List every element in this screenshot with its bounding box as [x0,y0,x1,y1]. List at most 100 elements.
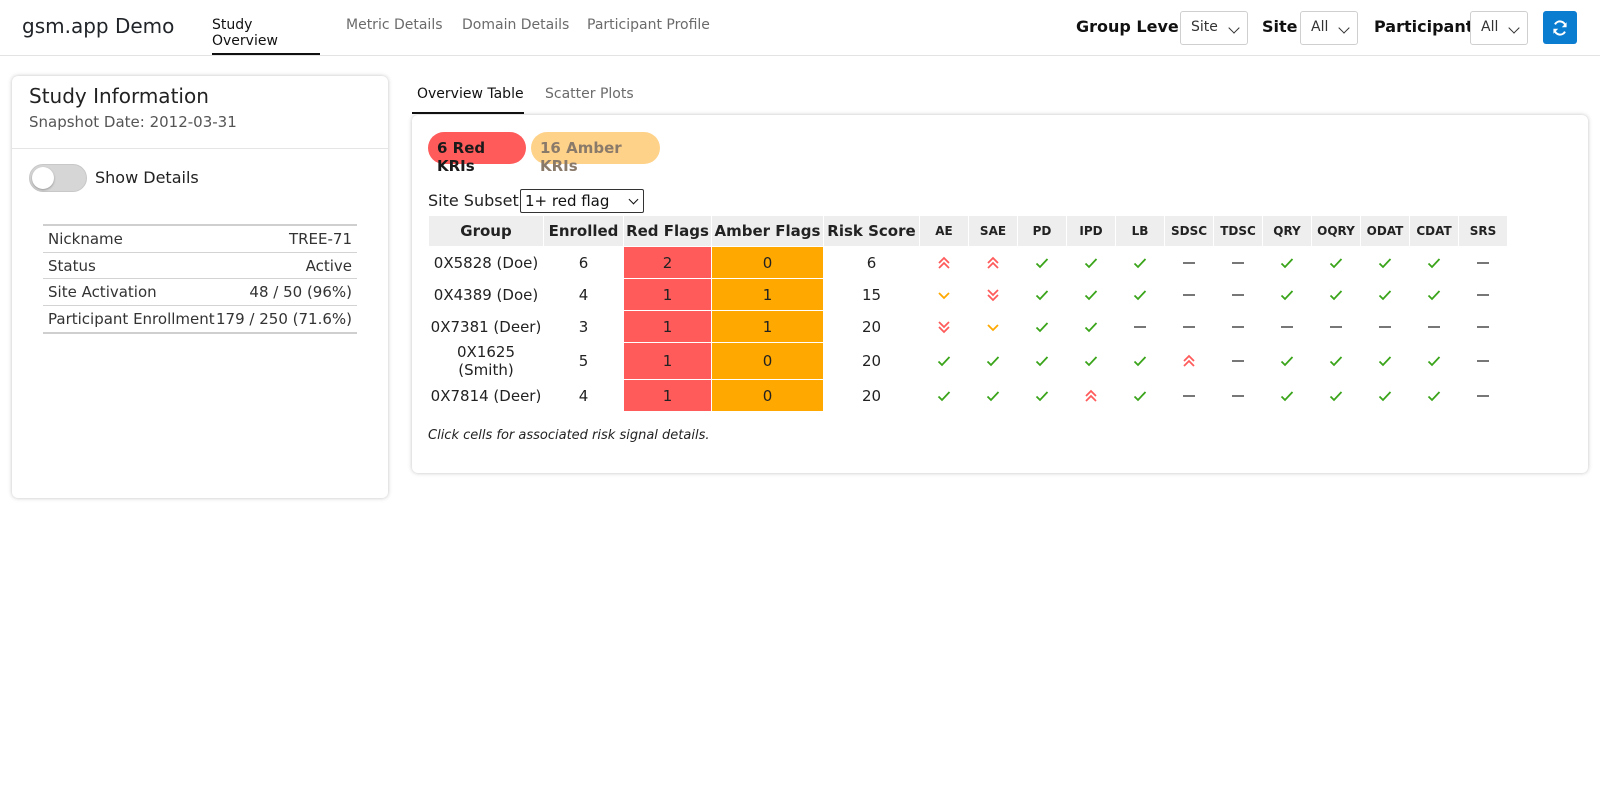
metric-cell[interactable] [1263,279,1311,310]
metric-cell[interactable] [920,311,968,342]
risk-score-cell[interactable]: 20 [861,386,882,405]
metric-cell[interactable] [1116,380,1164,411]
tab-overview-table[interactable]: Overview Table [412,86,524,114]
metric-cell[interactable] [969,380,1017,411]
site-subset-select[interactable]: 1+ red flag [520,189,644,213]
risk-score-cell[interactable]: 6 [866,253,877,272]
participant-select[interactable]: All [1470,11,1528,45]
metric-cell[interactable] [969,247,1017,278]
metric-cell[interactable] [969,343,1017,379]
enrolled-cell[interactable]: 6 [578,253,589,272]
metric-cell[interactable] [1165,311,1213,342]
metric-cell[interactable] [1263,247,1311,278]
col-header-metric[interactable]: OQRY [1312,216,1360,246]
metric-cell[interactable] [920,380,968,411]
metric-cell[interactable] [1459,247,1507,278]
metric-cell[interactable] [1361,380,1409,411]
metric-cell[interactable] [1361,343,1409,379]
metric-cell[interactable] [1312,380,1360,411]
metric-cell[interactable] [1410,343,1458,379]
metric-cell[interactable] [1018,343,1066,379]
metric-cell[interactable] [1459,311,1507,342]
col-header-risk-score[interactable]: Risk Score [824,216,919,246]
app-brand[interactable]: gsm.app Demo [22,14,175,38]
metric-cell[interactable] [1410,311,1458,342]
refresh-button[interactable] [1543,11,1577,44]
tab-metric-details[interactable]: Metric Details [346,17,443,33]
col-header-metric[interactable]: PD [1018,216,1066,246]
red-flags-cell[interactable]: 2 [624,247,711,278]
metric-cell[interactable] [920,247,968,278]
metric-cell[interactable] [1361,247,1409,278]
metric-cell[interactable] [1067,380,1115,411]
col-header-metric[interactable]: CDAT [1410,216,1458,246]
show-details-toggle[interactable] [29,164,87,192]
metric-cell[interactable] [1165,247,1213,278]
metric-cell[interactable] [1018,279,1066,310]
metric-cell[interactable] [1018,380,1066,411]
metric-cell[interactable] [1459,380,1507,411]
col-header-enrolled[interactable]: Enrolled [544,216,623,246]
col-header-metric[interactable]: LB [1116,216,1164,246]
col-header-metric[interactable]: SAE [969,216,1017,246]
metric-cell[interactable] [1459,343,1507,379]
col-header-metric[interactable]: IPD [1067,216,1115,246]
amber-flags-cell[interactable]: 0 [712,343,823,379]
metric-cell[interactable] [1312,247,1360,278]
metric-cell[interactable] [1067,247,1115,278]
col-header-metric[interactable]: SDSC [1165,216,1213,246]
red-flags-cell[interactable]: 1 [624,279,711,310]
metric-cell[interactable] [1312,343,1360,379]
risk-score-cell[interactable]: 15 [861,285,882,304]
amber-flags-cell[interactable]: 1 [712,311,823,342]
col-header-group[interactable]: Group [429,216,543,246]
metric-cell[interactable] [1312,279,1360,310]
amber-flags-cell[interactable]: 1 [712,279,823,310]
metric-cell[interactable] [1312,311,1360,342]
metric-cell[interactable] [1067,279,1115,310]
tab-scatter-plots[interactable]: Scatter Plots [545,86,634,102]
group-cell[interactable]: 0X7814 (Deer) [430,386,542,405]
metric-cell[interactable] [1116,247,1164,278]
tab-study-overview[interactable]: Study Overview [212,17,320,55]
metric-cell[interactable] [1116,279,1164,310]
metric-cell[interactable] [1410,247,1458,278]
group-cell[interactable]: 0X5828 (Doe) [433,253,539,272]
group-cell[interactable]: 0X7381 (Deer) [430,317,542,336]
group-cell[interactable]: 0X1625 (Smith) [457,343,515,379]
metric-cell[interactable] [1018,247,1066,278]
metric-cell[interactable] [1410,380,1458,411]
metric-cell[interactable] [1067,311,1115,342]
metric-cell[interactable] [1214,380,1262,411]
col-header-metric[interactable]: QRY [1263,216,1311,246]
amber-kri-badge[interactable]: 16 Amber KRIs [531,132,660,175]
col-header-metric[interactable]: ODAT [1361,216,1409,246]
metric-cell[interactable] [1165,279,1213,310]
metric-cell[interactable] [1214,311,1262,342]
risk-score-cell[interactable]: 20 [861,317,882,336]
metric-cell[interactable] [1018,311,1066,342]
metric-cell[interactable] [1263,311,1311,342]
risk-score-cell[interactable]: 20 [861,352,882,370]
amber-flags-cell[interactable]: 0 [712,247,823,278]
metric-cell[interactable] [1116,311,1164,342]
col-header-metric[interactable]: AE [920,216,968,246]
red-flags-cell[interactable]: 1 [624,380,711,411]
metric-cell[interactable] [1263,343,1311,379]
enrolled-cell[interactable]: 4 [578,386,589,405]
metric-cell[interactable] [1165,343,1213,379]
red-kri-badge[interactable]: 6 Red KRIs [428,132,526,175]
metric-cell[interactable] [1459,279,1507,310]
tab-participant-profile[interactable]: Participant Profile [587,17,710,33]
col-header-red-flags[interactable]: Red Flags [624,216,711,246]
metric-cell[interactable] [1361,311,1409,342]
metric-cell[interactable] [1410,279,1458,310]
enrolled-cell[interactable]: 5 [578,352,589,370]
metric-cell[interactable] [1067,343,1115,379]
metric-cell[interactable] [1116,343,1164,379]
metric-cell[interactable] [920,343,968,379]
group-cell[interactable]: 0X4389 (Doe) [433,285,539,304]
group-level-select[interactable]: Site [1180,11,1248,45]
tab-domain-details[interactable]: Domain Details [462,17,570,33]
metric-cell[interactable] [1361,279,1409,310]
